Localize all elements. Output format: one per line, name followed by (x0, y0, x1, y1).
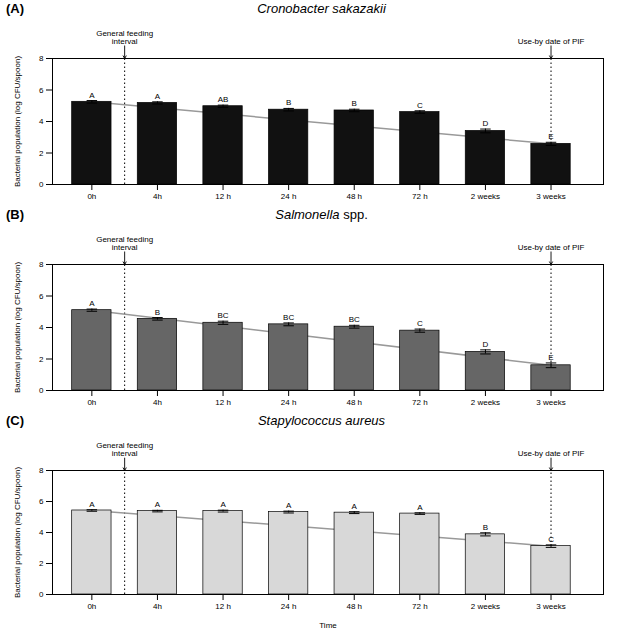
svg-text:Bacterial population (log CFU/: Bacterial population (log CFU/spoon) (13, 262, 22, 394)
svg-text:Bacterial population (log CFU/: Bacterial population (log CFU/spoon) (13, 467, 22, 599)
svg-text:B: B (483, 523, 488, 532)
svg-text:48 h: 48 h (346, 602, 362, 611)
svg-text:4: 4 (39, 323, 44, 332)
html-text:(A): (A) (6, 1, 24, 16)
svg-text:3 weeks: 3 weeks (536, 602, 565, 611)
svg-text:General feedinginterval: General feedinginterval (96, 441, 153, 458)
html-text:Stapylococcus aureus: Stapylococcus aureus (257, 413, 386, 428)
svg-text:A: A (286, 501, 292, 510)
svg-text:Use-by date of PIF: Use-by date of PIF (518, 243, 585, 252)
svg-text:4: 4 (39, 117, 44, 126)
svg-text:BC: BC (349, 315, 360, 324)
svg-text:E: E (548, 132, 553, 141)
svg-text:0h: 0h (87, 602, 96, 611)
svg-text:3 weeks: 3 weeks (536, 192, 565, 201)
svg-text:72 h: 72 h (412, 398, 428, 407)
svg-text:2: 2 (39, 149, 44, 158)
svg-text:D: D (483, 119, 489, 128)
svg-text:4h: 4h (153, 602, 162, 611)
svg-text:48 h: 48 h (346, 192, 362, 201)
svg-text:2 weeks: 2 weeks (471, 192, 500, 201)
svg-text:12 h: 12 h (215, 602, 231, 611)
svg-text:24 h: 24 h (281, 398, 297, 407)
svg-text:AB: AB (218, 95, 229, 104)
svg-text:BC: BC (217, 311, 228, 320)
svg-text:0h: 0h (87, 398, 96, 407)
svg-text:6: 6 (39, 292, 44, 301)
svg-text:A: A (352, 502, 358, 511)
svg-text:2 weeks: 2 weeks (471, 602, 500, 611)
svg-text:4h: 4h (153, 192, 162, 201)
svg-text:24 h: 24 h (281, 602, 297, 611)
svg-text:C: C (417, 319, 423, 328)
svg-text:72 h: 72 h (412, 602, 428, 611)
svg-text:48 h: 48 h (346, 398, 362, 407)
svg-text:A: A (155, 500, 161, 509)
html-text:(C): (C) (6, 413, 24, 428)
svg-text:Bacterial population (log CFU/: Bacterial population (log CFU/spoon) (13, 56, 22, 188)
svg-text:A: A (417, 503, 423, 512)
svg-text:12 h: 12 h (215, 192, 231, 201)
svg-text:A: A (89, 299, 95, 308)
svg-text:General feedinginterval: General feedinginterval (96, 235, 153, 252)
svg-text:B: B (155, 308, 160, 317)
svg-text:0: 0 (39, 386, 44, 395)
svg-text:8: 8 (39, 54, 44, 63)
svg-text:8: 8 (39, 466, 44, 475)
svg-text:8: 8 (39, 260, 44, 269)
svg-text:B: B (286, 98, 291, 107)
svg-text:B: B (352, 99, 357, 108)
html-text:Cronobacter sakazakii: Cronobacter sakazakii (257, 1, 386, 16)
svg-text:BC: BC (283, 313, 294, 322)
svg-text:A: A (155, 92, 161, 101)
svg-text:2: 2 (39, 559, 44, 568)
svg-text:General feedinginterval: General feedinginterval (96, 29, 153, 46)
svg-text:C: C (417, 101, 423, 110)
svg-text:Time: Time (319, 621, 337, 630)
svg-text:C: C (548, 535, 554, 544)
html-text:Salmonella spp.: Salmonella spp. (275, 207, 368, 222)
svg-text:0: 0 (39, 180, 44, 189)
svg-text:A: A (89, 91, 95, 100)
svg-text:0: 0 (39, 590, 44, 599)
svg-text:A: A (220, 500, 226, 509)
svg-text:2: 2 (39, 355, 44, 364)
svg-text:4: 4 (39, 528, 44, 537)
svg-text:72 h: 72 h (412, 192, 428, 201)
html-text:(B): (B) (6, 207, 24, 222)
svg-text:12 h: 12 h (215, 398, 231, 407)
svg-text:Use-by date of PIF: Use-by date of PIF (518, 449, 585, 458)
svg-text:A: A (89, 500, 95, 509)
svg-text:D: D (483, 340, 489, 349)
svg-text:3 weeks: 3 weeks (536, 398, 565, 407)
svg-text:Use-by date of PIF: Use-by date of PIF (518, 37, 585, 46)
svg-text:4h: 4h (153, 398, 162, 407)
svg-text:24 h: 24 h (281, 192, 297, 201)
svg-text:0h: 0h (87, 192, 96, 201)
svg-text:6: 6 (39, 86, 44, 95)
svg-text:2 weeks: 2 weeks (471, 398, 500, 407)
svg-text:E: E (548, 353, 553, 362)
svg-text:6: 6 (39, 497, 44, 506)
